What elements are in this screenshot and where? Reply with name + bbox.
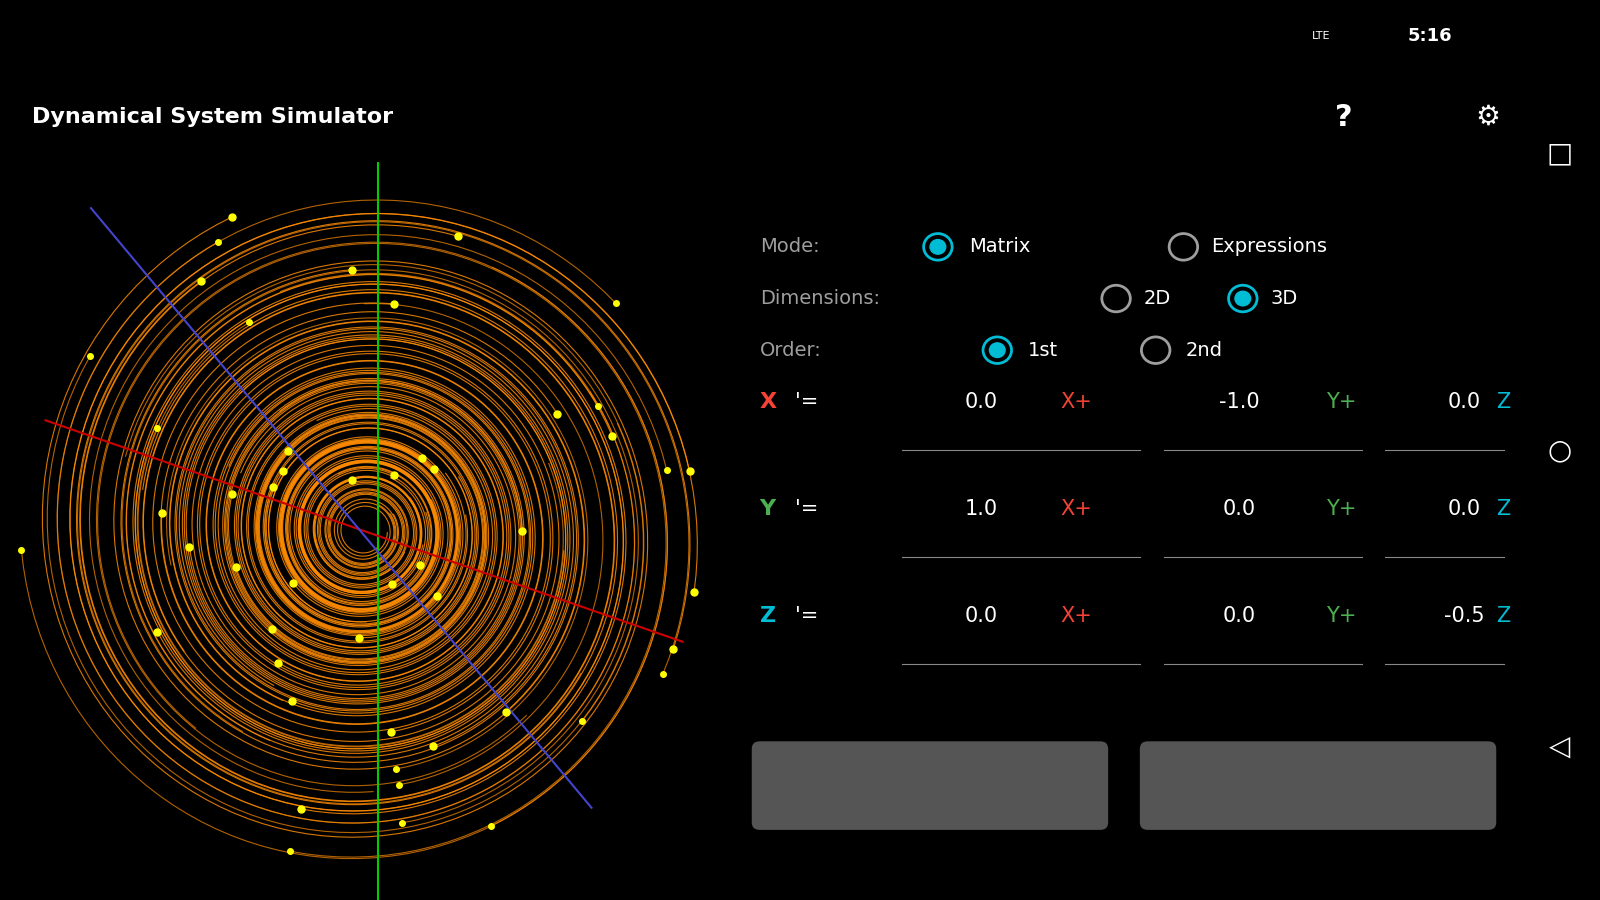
Text: Expressions: Expressions bbox=[1211, 238, 1326, 256]
Text: X+: X+ bbox=[1061, 392, 1093, 412]
Text: 0.0: 0.0 bbox=[965, 392, 998, 412]
Text: Z: Z bbox=[1496, 606, 1510, 626]
Text: Dynamical System Simulator: Dynamical System Simulator bbox=[32, 107, 394, 127]
Text: Random: Random bbox=[1278, 776, 1358, 795]
FancyBboxPatch shape bbox=[1139, 742, 1496, 830]
FancyBboxPatch shape bbox=[752, 742, 1109, 830]
Text: ○: ○ bbox=[1547, 436, 1573, 464]
Circle shape bbox=[989, 343, 1005, 357]
Text: 0.0: 0.0 bbox=[1222, 499, 1256, 519]
Text: 3D: 3D bbox=[1270, 289, 1298, 308]
Text: 0.0: 0.0 bbox=[1222, 606, 1256, 626]
Text: -1.0: -1.0 bbox=[1219, 392, 1259, 412]
Text: -0.5: -0.5 bbox=[1445, 606, 1485, 626]
Circle shape bbox=[930, 239, 946, 254]
Text: 0.0: 0.0 bbox=[1448, 499, 1482, 519]
Text: ?: ? bbox=[1334, 103, 1354, 131]
Text: '=: '= bbox=[795, 499, 819, 519]
Text: Defaults: Defaults bbox=[890, 776, 971, 795]
Text: LTE: LTE bbox=[1312, 31, 1331, 41]
Text: Y+: Y+ bbox=[1326, 606, 1357, 626]
Text: Z: Z bbox=[1496, 392, 1510, 412]
Text: '=: '= bbox=[795, 392, 819, 412]
Text: Matrix: Matrix bbox=[970, 238, 1030, 256]
Text: Dimensions:: Dimensions: bbox=[760, 289, 880, 308]
Text: 2D: 2D bbox=[1144, 289, 1171, 308]
Text: 1st: 1st bbox=[1027, 341, 1058, 360]
Text: □: □ bbox=[1547, 139, 1573, 167]
Text: '=: '= bbox=[795, 606, 819, 626]
Text: 2nd: 2nd bbox=[1186, 341, 1222, 360]
Text: ◁: ◁ bbox=[1549, 733, 1571, 761]
Text: Z: Z bbox=[1496, 499, 1510, 519]
Text: Order:: Order: bbox=[760, 341, 821, 360]
Text: Z: Z bbox=[760, 606, 776, 626]
Text: X+: X+ bbox=[1061, 499, 1093, 519]
Text: X+: X+ bbox=[1061, 606, 1093, 626]
Text: Y: Y bbox=[760, 499, 776, 519]
Text: Y+: Y+ bbox=[1326, 392, 1357, 412]
Text: 1.0: 1.0 bbox=[965, 499, 998, 519]
Text: 0.0: 0.0 bbox=[965, 606, 998, 626]
Text: ⚙: ⚙ bbox=[1475, 103, 1501, 131]
Text: 0.0: 0.0 bbox=[1448, 392, 1482, 412]
Text: Y+: Y+ bbox=[1326, 499, 1357, 519]
Text: Mode:: Mode: bbox=[760, 238, 819, 256]
Text: X: X bbox=[760, 392, 778, 412]
Text: 5:16: 5:16 bbox=[1408, 27, 1453, 45]
Circle shape bbox=[1235, 292, 1251, 306]
